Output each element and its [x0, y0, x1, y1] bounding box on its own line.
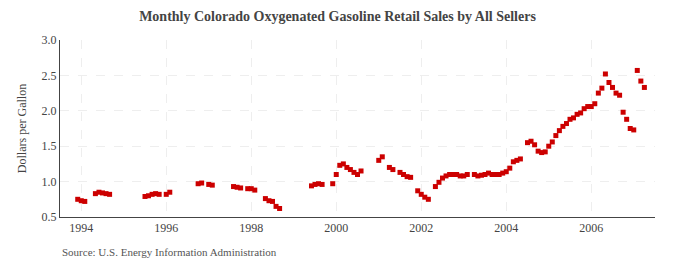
svg-text:Monthly Colorado Oxygenated Ga: Monthly Colorado Oxygenated Gasoline Ret… [139, 9, 536, 24]
svg-text:2004: 2004 [494, 221, 518, 235]
svg-text:2.5: 2.5 [42, 69, 57, 83]
svg-text:0.5: 0.5 [42, 210, 57, 224]
svg-text:1998: 1998 [239, 221, 263, 235]
svg-text:2.0: 2.0 [42, 104, 57, 118]
svg-text:1996: 1996 [154, 221, 178, 235]
svg-text:2006: 2006 [579, 221, 603, 235]
svg-text:1.0: 1.0 [42, 175, 57, 189]
svg-text:3.0: 3.0 [42, 33, 57, 47]
svg-text:2002: 2002 [409, 221, 433, 235]
svg-text:Dollars per Gallon: Dollars per Gallon [15, 84, 29, 173]
svg-text:1994: 1994 [69, 221, 93, 235]
svg-text:1.5: 1.5 [42, 139, 57, 153]
svg-text:2000: 2000 [324, 221, 348, 235]
svg-text:Source: U.S. Energy Informatio: Source: U.S. Energy Information Administ… [62, 246, 277, 258]
